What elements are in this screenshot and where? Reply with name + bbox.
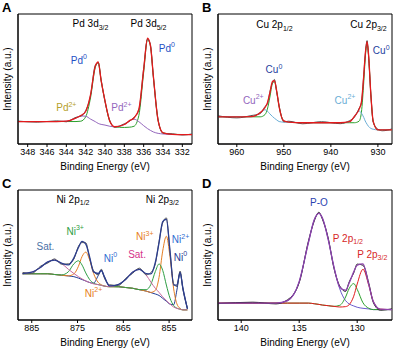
- svg-text:865: 865: [116, 323, 131, 333]
- svg-text:930: 930: [370, 147, 385, 157]
- html-text:D: D: [202, 176, 212, 191]
- html-text:C: C: [2, 176, 12, 191]
- html-text:Binding Energy (eV): Binding Energy (eV): [60, 161, 150, 172]
- svg-text:Ni2+: Ni2+: [172, 232, 189, 245]
- svg-text:Ni 2p1/2: Ni 2p1/2: [56, 194, 89, 206]
- svg-text:885: 885: [24, 323, 39, 333]
- svg-text:Pd 3d3/2: Pd 3d3/2: [73, 18, 109, 30]
- svg-text:338: 338: [117, 147, 132, 157]
- svg-text:332: 332: [175, 147, 190, 157]
- svg-text:Pd2+: Pd2+: [56, 100, 76, 113]
- svg-text:P-O: P-O: [310, 197, 328, 208]
- html-text:Binding Energy (eV): Binding Energy (eV): [260, 337, 350, 348]
- svg-text:Ni0: Ni0: [174, 250, 187, 263]
- svg-text:Pd2+: Pd2+: [111, 100, 131, 113]
- svg-text:135: 135: [292, 323, 307, 333]
- svg-text:140: 140: [234, 323, 249, 333]
- html-text:Intensity (a.u.): Intensity (a.u.): [2, 223, 13, 287]
- html-text:Intensity (a.u.): Intensity (a.u.): [202, 223, 213, 287]
- svg-text:Cu 2p3/2: Cu 2p3/2: [350, 19, 387, 31]
- svg-text:Pd0: Pd0: [71, 53, 87, 66]
- svg-text:344: 344: [59, 147, 74, 157]
- html-text:Binding Energy (eV): Binding Energy (eV): [60, 337, 150, 348]
- html-text:Intensity (a.u.): Intensity (a.u.): [2, 47, 13, 111]
- svg-text:348: 348: [20, 147, 35, 157]
- svg-text:336: 336: [136, 147, 151, 157]
- svg-text:Cu2+: Cu2+: [243, 93, 264, 106]
- svg-text:Pd 3d5/2: Pd 3d5/2: [131, 18, 167, 30]
- svg-text:Pd0: Pd0: [159, 41, 175, 54]
- html-text:Intensity (a.u.): Intensity (a.u.): [202, 47, 213, 111]
- svg-text:950: 950: [276, 147, 291, 157]
- svg-text:P 2p1/2: P 2p1/2: [333, 233, 363, 245]
- svg-text:340: 340: [97, 147, 112, 157]
- svg-text:Ni2+: Ni2+: [85, 286, 102, 299]
- svg-text:Cu0: Cu0: [373, 44, 390, 57]
- html-text:A: A: [2, 0, 12, 15]
- svg-text:342: 342: [78, 147, 93, 157]
- svg-text:Ni3+: Ni3+: [67, 224, 84, 237]
- svg-text:Ni 2p3/2: Ni 2p3/2: [146, 194, 179, 206]
- svg-text:875: 875: [70, 323, 85, 333]
- svg-text:130: 130: [350, 323, 365, 333]
- svg-text:Ni3+: Ni3+: [136, 230, 153, 243]
- svg-text:Cu 2p1/2: Cu 2p1/2: [256, 19, 293, 31]
- svg-text:Sat.: Sat.: [128, 249, 146, 260]
- svg-text:940: 940: [323, 147, 338, 157]
- html-text:Binding Energy (eV): Binding Energy (eV): [260, 161, 350, 172]
- svg-text:346: 346: [39, 147, 54, 157]
- svg-text:960: 960: [229, 147, 244, 157]
- svg-text:855: 855: [162, 323, 177, 333]
- html-text:B: B: [202, 0, 212, 15]
- svg-text:334: 334: [155, 147, 170, 157]
- svg-text:P 2p3/2: P 2p3/2: [357, 249, 387, 261]
- svg-text:Cu2+: Cu2+: [335, 93, 356, 106]
- svg-text:Sat.: Sat.: [37, 241, 55, 252]
- svg-text:Ni0: Ni0: [104, 251, 117, 264]
- svg-text:Cu0: Cu0: [266, 63, 283, 76]
